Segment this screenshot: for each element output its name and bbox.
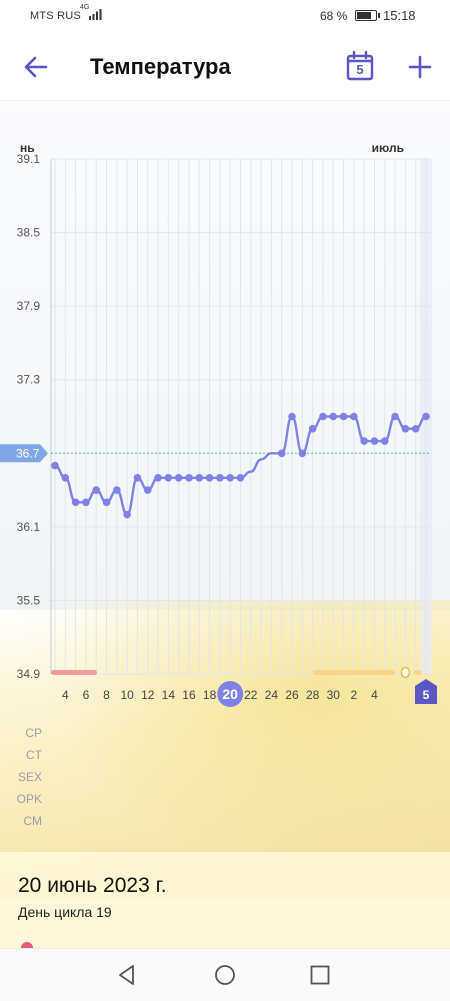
temperature-point[interactable] [61,474,70,482]
temperature-point[interactable] [391,412,399,421]
month-label-right: июль [372,141,404,155]
x-tick-label: 8 [103,688,110,702]
reference-line-label: 36.7 [16,446,40,460]
selected-day-panel[interactable]: 20 июнь 2023 г. День цикла 19 [0,852,450,948]
temperature-point[interactable] [350,412,358,421]
legend-row-label: CP [25,726,42,740]
y-tick-label: 39.1 [17,152,41,166]
y-tick-label: 36.1 [17,520,41,534]
temperature-point[interactable] [82,498,90,507]
temperature-point[interactable] [308,424,317,433]
selected-date: 20 июнь 2023 г. [18,874,167,897]
temperature-point[interactable] [360,437,368,445]
clock: 15:18 [383,8,416,23]
back-arrow-icon[interactable] [22,53,50,81]
legend-row-label: OPK [16,792,42,806]
network-type: 4G [80,4,90,11]
temperature-point[interactable] [92,486,101,494]
system-nav-bar [0,948,450,1001]
y-tick-label: 37.3 [17,373,41,387]
temperature-point[interactable] [411,424,420,433]
y-tick-label: 38.5 [17,226,41,240]
x-tick-label: 24 [265,688,279,702]
temperature-point[interactable] [133,474,142,482]
temperature-point[interactable] [288,412,296,421]
temperature-point[interactable] [102,498,111,507]
x-tick-label: 4 [62,688,69,702]
page-title: Температура [90,54,231,79]
calendar-day: 5 [356,62,364,77]
temperature-point[interactable] [71,498,80,507]
legend-row-label: CT [26,748,42,762]
temperature-point[interactable] [401,424,410,433]
add-icon[interactable] [406,53,434,81]
x-tick-label: 2 [351,688,358,702]
temperature-point[interactable] [195,474,204,482]
legend-row-label: SEX [17,770,42,784]
temperature-point[interactable] [216,474,224,482]
temperature-point[interactable] [298,449,307,458]
temperature-point[interactable] [236,474,245,482]
temperature-point[interactable] [319,412,327,421]
today-marker[interactable] [415,679,437,704]
temperature-point[interactable] [226,474,234,482]
x-tick-label[interactable]: 5 [423,688,430,702]
calendar-icon [346,50,374,81]
nav-back-icon[interactable] [115,963,139,987]
reference-line-badge [0,444,48,463]
chart-background [0,90,450,610]
y-tick-label: 35.5 [17,593,41,607]
ovulation-icon [400,666,411,679]
battery-icon [355,10,380,21]
temperature-point[interactable] [174,474,183,482]
x-tick-label: 16 [182,688,196,702]
temperature-point[interactable] [277,449,286,458]
field-background [0,600,450,900]
cycle-day: День цикла 19 [18,904,112,920]
fertile-bar [312,670,396,675]
temperature-point[interactable] [185,474,193,482]
signal-icon [89,9,102,20]
status-bar: MTS RUS 4G 68 % 15:18 [0,0,450,32]
temperature-point[interactable] [123,510,131,519]
x-tick-label: 14 [162,688,176,702]
temperature-point[interactable] [339,412,348,421]
temperature-point[interactable] [205,474,214,482]
temperature-point[interactable] [422,412,430,421]
app-bar: Температура 5 [0,32,450,101]
legend-row-label: CM [23,814,42,828]
temperature-point[interactable] [113,486,121,494]
pin-icon [21,942,33,948]
y-tick-label: 34.9 [17,667,41,681]
x-tick-label: 18 [203,688,217,702]
nav-home-icon[interactable] [213,963,237,987]
x-tick-label: 30 [327,688,341,702]
temperature-point[interactable] [51,461,59,470]
selected-day-marker[interactable] [217,681,244,707]
temperature-point[interactable] [143,486,152,494]
temperature-point[interactable] [154,474,162,482]
battery-percent: 68 % [320,9,348,23]
x-tick-label: 12 [141,688,155,702]
nav-recents-icon[interactable] [308,963,332,987]
temperature-point[interactable] [164,474,173,482]
temperature-point[interactable] [370,437,379,445]
x-tick-label: 4 [371,688,378,702]
x-tick-label: 28 [306,688,320,702]
x-tick-label[interactable]: 20 [222,686,238,702]
month-label-left: нь [20,141,35,155]
temperature-point[interactable] [380,437,389,445]
y-tick-label: 37.9 [17,299,41,313]
period-bar [51,670,97,675]
x-tick-label: 10 [120,688,134,702]
x-tick-label: 6 [83,688,90,702]
x-tick-label: 22 [244,688,258,702]
carrier-name: MTS RUS [30,10,81,22]
calendar-button[interactable]: 5 [345,50,375,82]
temperature-point[interactable] [329,412,338,421]
fertile-bar-end [413,670,422,675]
x-tick-label: 26 [285,688,299,702]
